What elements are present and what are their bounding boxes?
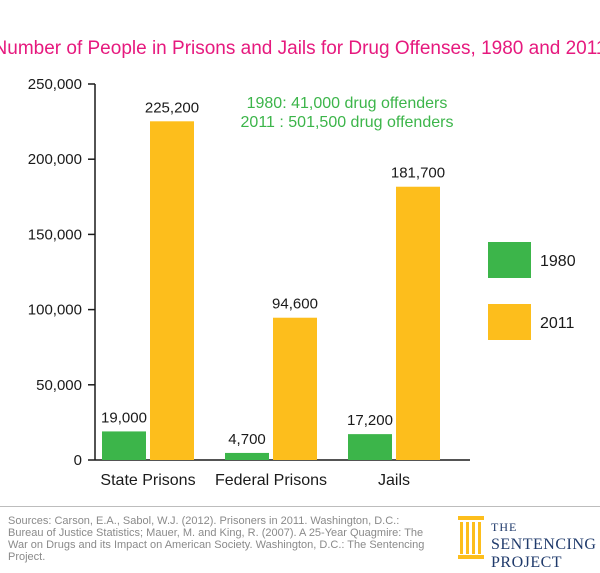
y-tick-label: 0 [74,452,82,469]
pillar-icon [458,516,484,559]
x-category-label: Federal Prisons [215,472,327,489]
footer-divider [0,506,600,507]
bar-1980-0 [102,431,146,460]
y-tick-label: 200,000 [28,151,82,168]
data-label-1980-1: 4,700 [228,431,266,448]
y-tick-label: 150,000 [28,226,82,243]
data-label-1980-2: 17,200 [347,412,393,429]
chart-title: Number of People in Prisons and Jails fo… [0,38,600,59]
data-label-2011-2: 181,700 [391,165,445,182]
y-tick-label: 50,000 [36,377,82,394]
bar-2011-1 [273,317,317,460]
legend-swatch-1980 [488,242,531,278]
legend-label-1980: 1980 [540,253,576,270]
bar-2011-2 [396,186,440,460]
y-tick-label: 100,000 [28,302,82,319]
sentencing-project-logo: THE SENTENCING PROJECT [455,512,597,571]
bar-2011-0 [150,121,194,461]
bar-1980-1 [225,452,269,460]
logo-text-project: PROJECT [491,554,563,571]
legend-swatch-2011 [488,304,531,340]
logo-text-the: THE [491,520,518,534]
x-category-label: State Prisons [100,472,195,489]
x-category-label: Jails [378,472,410,489]
data-label-2011-0: 225,200 [145,99,199,116]
bar-1980-2 [348,434,392,460]
logo-text-sentencing: SENTENCING [491,536,597,553]
y-tick-label: 250,000 [28,76,82,93]
sources-text: Sources: Carson, E.A., Sabol, W.J. (2012… [8,515,425,563]
data-label-1980-0: 19,000 [101,409,147,426]
legend-label-2011: 2011 [540,315,575,332]
data-label-2011-1: 94,600 [272,296,318,313]
annotation-2011-total: 2011 : 501,500 drug offenders [241,114,454,131]
annotation-1980-total: 1980: 41,000 drug offenders [247,95,448,112]
